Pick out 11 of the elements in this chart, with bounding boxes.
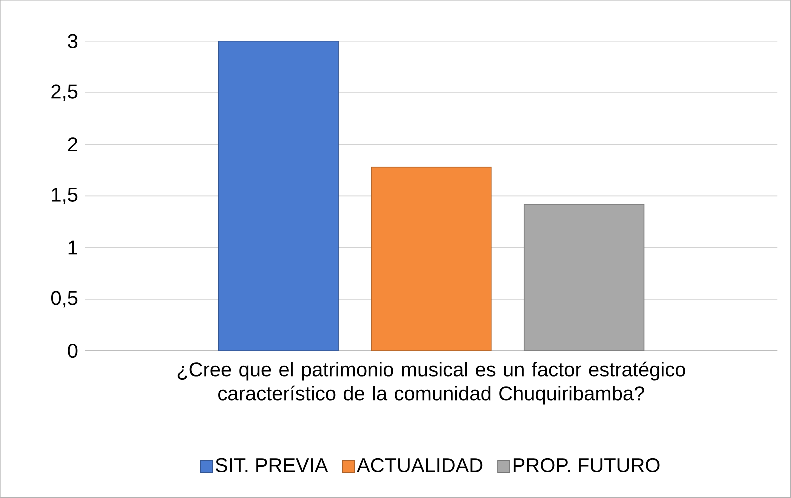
y-tick-label: 2,5 [52, 84, 78, 102]
y-tick-label: 3 [68, 34, 78, 48]
x-tick-label: ¿Cree que el patrimonio musical es un factor estratégico característico de la comunidad Chuquiribamba? [178, 362, 686, 405]
y-tick-label: 0,5 [51, 291, 78, 308]
legend-label: ACTUALIDAD [357, 458, 483, 472]
y-tick-label: 1,5 [52, 188, 78, 204]
y-tick-label: 0 [68, 344, 78, 358]
legend-label: PROP. FUTURO [514, 458, 660, 472]
y-tick-label: 1 [68, 240, 78, 255]
y-tick-label: 2 [68, 137, 78, 152]
legend-label: SIT. PREVIA [216, 458, 328, 472]
